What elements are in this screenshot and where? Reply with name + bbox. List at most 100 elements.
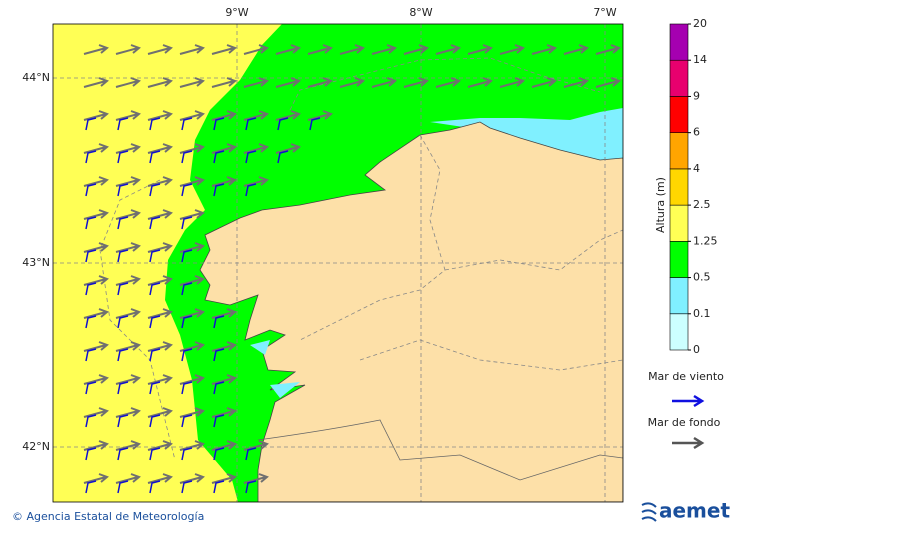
swell-arrow [339, 77, 365, 88]
swell-arrow [179, 473, 205, 484]
wind-arrow [149, 414, 161, 428]
swell-arrow [179, 44, 205, 55]
swell-arrow [83, 407, 109, 418]
swell-arrow [275, 77, 301, 88]
colorbar-swatch [669, 313, 689, 351]
swell-arrow [595, 77, 621, 88]
wind-arrow [117, 183, 129, 197]
swell-arrow [211, 440, 237, 451]
swell-arrow [243, 143, 269, 154]
swell-arrow [83, 77, 109, 88]
swell-arrow [115, 341, 141, 352]
wave-arrows [83, 44, 621, 494]
colorbar-swatch [669, 204, 689, 242]
swell-arrow [595, 44, 621, 55]
wind-arrow [213, 480, 225, 494]
wind-arrow [213, 348, 225, 362]
wind-arrow [245, 447, 257, 461]
wind-arrow [181, 183, 193, 197]
swell-arrow [147, 440, 173, 451]
swell-arrow [435, 44, 461, 55]
logo: aemet [659, 499, 730, 523]
swell-arrow [307, 110, 333, 121]
wind-arrow [149, 315, 161, 329]
swell-arrow [83, 275, 109, 286]
wind-arrow [85, 249, 97, 263]
wind-arrow [149, 249, 161, 263]
colorbar-swatch [669, 132, 689, 170]
swell-arrow [179, 110, 205, 121]
swell-arrow [179, 374, 205, 385]
swell-arrow [179, 440, 205, 451]
swell-arrow [211, 143, 237, 154]
swell-arrow [115, 275, 141, 286]
wind-arrow [117, 381, 129, 395]
swell-arrow [115, 209, 141, 220]
wind-arrow [85, 480, 97, 494]
swell-arrow [211, 176, 237, 187]
swell-arrow [243, 176, 269, 187]
swell-arrow [563, 44, 589, 55]
wind-arrow [213, 315, 225, 329]
colorbar: 0 0.1 0.5 1.25 2.5 4 6 9 14 20 [669, 17, 718, 356]
swell-arrow [115, 473, 141, 484]
colorbar-label: 2.5 [693, 198, 711, 211]
wind-arrow [149, 183, 161, 197]
swell-arrow [115, 176, 141, 187]
wind-arrow [117, 348, 129, 362]
wind-arrow [213, 183, 225, 197]
estuaries [250, 340, 300, 398]
swell-arrow [211, 473, 237, 484]
swell-arrow [179, 242, 205, 253]
swell-arrow [243, 44, 269, 55]
colorbar-label: 0 [693, 343, 700, 356]
wind-arrow [277, 117, 289, 131]
wind-arrow [85, 414, 97, 428]
wind-arrow [149, 480, 161, 494]
swell-arrow [147, 143, 173, 154]
swell-arrow [147, 308, 173, 319]
swell-arrow [115, 374, 141, 385]
wind-arrow [117, 249, 129, 263]
wind-arrow [85, 348, 97, 362]
legend-label: Mar de fondo [648, 416, 721, 429]
swell-arrow [243, 440, 269, 451]
swell-arrow [243, 473, 269, 484]
colorbar-title: Altura (m) [654, 177, 667, 233]
swell-arrow [467, 77, 493, 88]
swell-arrow [83, 308, 109, 319]
wind-arrow [245, 183, 257, 197]
wind-arrow [117, 216, 129, 230]
swell-arrow [179, 275, 205, 286]
wind-arrow [149, 117, 161, 131]
colorbar-label: 4 [693, 162, 700, 175]
wind-arrow [181, 315, 193, 329]
wind-arrow [213, 447, 225, 461]
wind-arrow [213, 117, 225, 131]
swell-arrow [147, 176, 173, 187]
wind-arrow [149, 150, 161, 164]
wind-arrow [117, 150, 129, 164]
legend-arrow-wind [672, 394, 705, 408]
swell-arrow [179, 77, 205, 88]
swell-arrow [275, 44, 301, 55]
wind-arrow [181, 282, 193, 296]
wind-arrow [85, 315, 97, 329]
swell-arrow [115, 308, 141, 319]
wind-arrow [85, 183, 97, 197]
wind-arrow [181, 117, 193, 131]
wind-arrow [117, 480, 129, 494]
colorbar-label: 6 [693, 126, 700, 139]
wind-arrow [149, 348, 161, 362]
swell-arrow [115, 143, 141, 154]
swell-arrow [83, 44, 109, 55]
swell-arrow [115, 440, 141, 451]
swell-arrow [147, 209, 173, 220]
borders [99, 57, 623, 461]
wind-arrow [181, 150, 193, 164]
wind-arrow [213, 414, 225, 428]
map-frame [52, 23, 624, 503]
sea-shallow [430, 108, 623, 160]
swell-arrow [275, 110, 301, 121]
swell-arrow [467, 44, 493, 55]
